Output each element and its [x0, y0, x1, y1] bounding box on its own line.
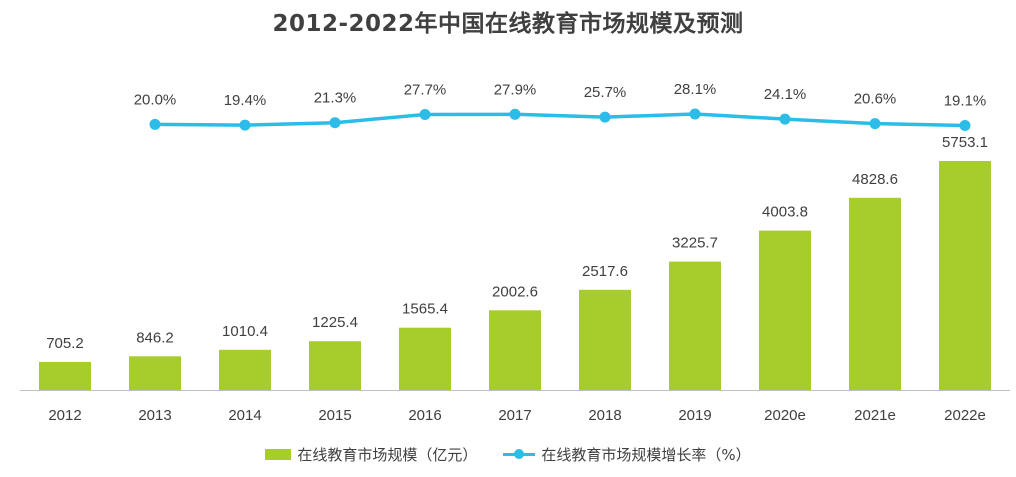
growth-rate-label-2015: 21.3% [314, 90, 357, 107]
legend-label-market-size: 在线教育市场规模（亿元） [297, 445, 478, 464]
legend: 在线教育市场规模（亿元） 在线教育市场规模增长率（%） [0, 442, 1016, 466]
legend-swatch-bar [265, 448, 292, 460]
growth-rate-point-2021e [869, 118, 881, 130]
growth-rate-point-2022e [959, 120, 971, 131]
x-tick-label-2020e: 2020e [764, 407, 806, 424]
bar-2018 [579, 289, 631, 390]
bar-value-label-2014: 1010.4 [222, 323, 268, 340]
legend-swatch-line [503, 448, 536, 460]
bar-value-label-2022e: 5753.1 [942, 134, 988, 151]
bar-2015 [309, 341, 361, 390]
chart-title: 2012-2022年中国在线教育市场规模及预测 [272, 11, 744, 37]
bar-value-label-2019: 3225.7 [672, 235, 718, 252]
bar-2017 [489, 310, 541, 390]
legend-item-market-size: 在线教育市场规模（亿元） [265, 444, 477, 465]
growth-rate-point-2018 [599, 111, 611, 123]
growth-rate-label-2021e: 20.6% [854, 91, 897, 108]
growth-rate-point-2017 [509, 108, 521, 120]
growth-rate-point-2020e [779, 113, 791, 125]
bar-value-label-2017: 2002.6 [492, 283, 538, 300]
bar-value-label-2015: 1225.4 [312, 314, 358, 331]
bar-value-label-2016: 1565.4 [402, 301, 448, 318]
x-tick-label-2012: 2012 [48, 407, 81, 424]
legend-item-growth-rate: 在线教育市场规模增长率（%） [503, 444, 751, 465]
growth-rate-line [153, 112, 967, 128]
growth-rate-label-2020e: 24.1% [764, 86, 807, 103]
growth-rate-label-2017: 27.9% [494, 81, 537, 98]
bar-value-label-2020e: 4003.8 [762, 204, 808, 221]
bar-2019 [669, 261, 721, 390]
legend-label-growth-rate: 在线教育市场规模增长率（%） [541, 445, 751, 464]
bar-2020e [759, 230, 811, 390]
axis-layer: 2012 2013 2014 2015 2016 2017 2018 2019 2020e 202… [20, 390, 1010, 424]
bar-value-label-2012: 705.2 [46, 335, 84, 352]
growth-rate-label-2018: 25.7% [584, 84, 627, 101]
x-tick-label-2021e: 2021e [854, 407, 896, 424]
growth-rate-point-2016 [419, 109, 431, 120]
growth-rate-point-2013 [149, 118, 161, 130]
bar-value-label-2013: 846.2 [136, 329, 174, 346]
legend-line-dot [514, 449, 525, 459]
x-tick-label-2016: 2016 [408, 407, 441, 424]
growth-rate-point-2014 [239, 119, 251, 131]
bars-layer: 705.2 846.2 1010.4 1225.4 1565.4 2002.6 2517.6… [39, 134, 991, 390]
x-tick-label-2014: 2014 [228, 407, 261, 424]
growth-rate-label-2019: 28.1% [674, 81, 717, 98]
bar-2021e [849, 197, 901, 390]
growth-rate-point-2019 [689, 108, 701, 120]
growth-rate-label-2022e: 19.1% [944, 93, 987, 110]
x-tick-label-2015: 2015 [318, 407, 351, 424]
bar-2013 [129, 356, 181, 390]
line-layer: 20.0% 19.4% 21.3% 27.7% 27.9% 25.7% 28.1% 24.1%… [134, 81, 987, 131]
growth-rate-point-2015 [329, 117, 341, 129]
x-tick-label-2013: 2013 [138, 407, 171, 424]
bar-2016 [399, 327, 451, 390]
x-tick-label-2019: 2019 [678, 407, 711, 424]
growth-rate-label-2016: 27.7% [404, 82, 447, 99]
growth-rate-label-2014: 19.4% [224, 92, 267, 109]
x-tick-label-2022e: 2022e [944, 407, 986, 424]
bar-value-label-2018: 2517.6 [582, 263, 628, 280]
x-tick-label-2018: 2018 [588, 407, 621, 424]
bar-2014 [219, 349, 271, 390]
x-tick-label-2017: 2017 [498, 407, 531, 424]
bar-value-label-2021e: 4828.6 [852, 171, 898, 188]
growth-rate-label-2013: 20.0% [134, 91, 177, 108]
bar-2012 [39, 361, 91, 390]
bar-2022e [939, 161, 991, 390]
